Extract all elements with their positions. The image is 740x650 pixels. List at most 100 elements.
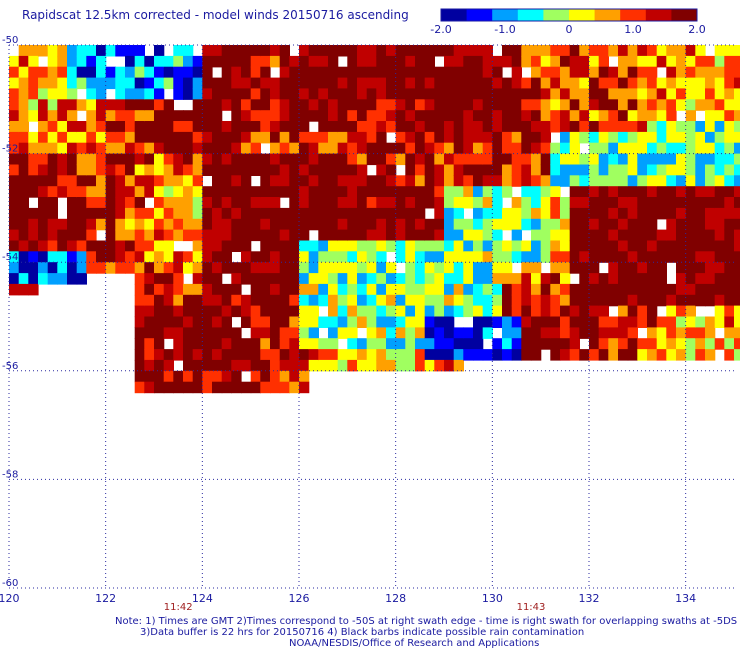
- heatmap-cell: [676, 55, 687, 68]
- heatmap-cell: [221, 207, 232, 220]
- heatmap-cell: [589, 45, 600, 57]
- heatmap-cell: [598, 110, 609, 122]
- heatmap-cell: [299, 251, 310, 263]
- heatmap-cell: [482, 142, 493, 155]
- heatmap-cell: [627, 207, 638, 220]
- heatmap-cell: [511, 142, 522, 155]
- heatmap-cell: [76, 131, 87, 144]
- heatmap-cell: [366, 66, 377, 79]
- heatmap-cell: [511, 121, 522, 133]
- heatmap-cell: [453, 186, 464, 198]
- heatmap-cell: [38, 262, 49, 274]
- heatmap-cell: [241, 218, 252, 231]
- heatmap-cell: [376, 229, 387, 242]
- heatmap-cell: [221, 142, 232, 155]
- heatmap-cell: [328, 349, 339, 361]
- heatmap-cell: [96, 186, 107, 198]
- heatmap-cell: [105, 142, 116, 155]
- heatmap-cell: [231, 283, 242, 296]
- heatmap-cell: [531, 110, 542, 122]
- heatmap-cell: [647, 218, 658, 231]
- heatmap-cell: [598, 283, 609, 296]
- x-tick-label: 124: [192, 592, 213, 605]
- heatmap-cell: [125, 251, 136, 263]
- heatmap-cell: [569, 110, 580, 122]
- heatmap-cell: [154, 142, 165, 155]
- heatmap-cell: [492, 207, 503, 220]
- heatmap-cell: [144, 142, 155, 155]
- y-tick-label: -52: [2, 144, 18, 155]
- heatmap-cell: [531, 316, 542, 328]
- heatmap-cell: [656, 349, 667, 361]
- heatmap-cell: [395, 338, 406, 350]
- heatmap-cell: [279, 218, 290, 231]
- heatmap-cell: [695, 88, 706, 100]
- heatmap-cell: [250, 262, 261, 274]
- heatmap-cell: [637, 294, 648, 307]
- heatmap-cell: [279, 327, 290, 339]
- heatmap-cell: [453, 77, 464, 90]
- heatmap-cell: [144, 77, 155, 90]
- heatmap-cell: [241, 153, 252, 166]
- heatmap-cell: [18, 197, 29, 209]
- heatmap-cell: [627, 273, 638, 285]
- heatmap-cell: [18, 251, 29, 263]
- heatmap-cell: [618, 88, 629, 100]
- heatmap-cell: [86, 164, 97, 176]
- heatmap-cell: [386, 283, 397, 296]
- heatmap-cell: [676, 316, 687, 328]
- heatmap-cell: [724, 121, 735, 133]
- heatmap-cell: [734, 262, 740, 274]
- heatmap-cell: [76, 55, 87, 68]
- heatmap-cell: [144, 164, 155, 176]
- heatmap-cell: [357, 305, 368, 318]
- heatmap-cell: [714, 88, 725, 100]
- heatmap-cell: [231, 349, 242, 361]
- heatmap-cell: [589, 55, 600, 68]
- heatmap-cell: [705, 121, 716, 133]
- colorbar-segment: [594, 9, 621, 21]
- heatmap-cell: [473, 164, 484, 176]
- heatmap-cell: [250, 359, 261, 372]
- heatmap-cell: [134, 273, 145, 285]
- heatmap-cell: [221, 316, 232, 328]
- heatmap-cell: [96, 45, 107, 57]
- heatmap-cell: [695, 99, 706, 111]
- heatmap-cell: [714, 142, 725, 155]
- heatmap-cell: [453, 99, 464, 111]
- heatmap-cell: [38, 229, 49, 242]
- heatmap-cell: [337, 66, 348, 79]
- heatmap-cell: [183, 359, 194, 372]
- heatmap-cell: [28, 186, 39, 198]
- heatmap-cell: [260, 66, 271, 79]
- heatmap-cell: [125, 55, 136, 68]
- heatmap-cell: [463, 99, 474, 111]
- colorbar-segment: [569, 9, 596, 21]
- heatmap-cell: [318, 121, 329, 133]
- heatmap-cell: [347, 349, 358, 361]
- heatmap-cell: [521, 273, 532, 285]
- heatmap-cell: [57, 251, 68, 263]
- heatmap-cell: [666, 218, 677, 231]
- heatmap-cell: [337, 251, 348, 263]
- heatmap-cell: [212, 338, 223, 350]
- heatmap-cell: [618, 131, 629, 144]
- heatmap-cell: [579, 349, 590, 361]
- heatmap-cell: [270, 370, 281, 383]
- heatmap-cell: [289, 207, 300, 220]
- heatmap-cell: [299, 207, 310, 220]
- heatmap-cell: [38, 45, 49, 57]
- heatmap-cell: [357, 349, 368, 361]
- heatmap-cell: [183, 294, 194, 307]
- heatmap-cell: [734, 99, 740, 111]
- heatmap-cell: [154, 305, 165, 318]
- heatmap-cell: [241, 338, 252, 350]
- heatmap-cell: [366, 207, 377, 220]
- heatmap-cell: [560, 218, 571, 231]
- heatmap-cell: [627, 66, 638, 79]
- heatmap-cell: [608, 197, 619, 209]
- heatmap-cell: [608, 207, 619, 220]
- heatmap-cell: [260, 338, 271, 350]
- heatmap-cell: [241, 66, 252, 79]
- heatmap-cell: [415, 283, 426, 296]
